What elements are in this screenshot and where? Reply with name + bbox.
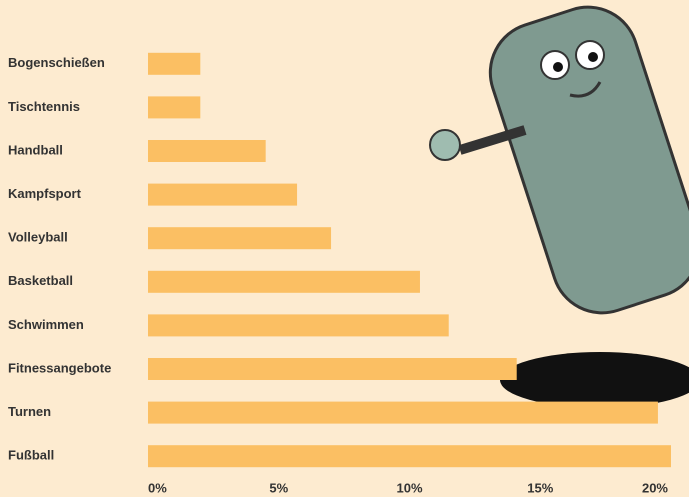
- bar: [148, 401, 658, 424]
- bar: [148, 445, 671, 468]
- arm: [458, 125, 527, 155]
- hand: [429, 129, 461, 161]
- pupil: [553, 62, 563, 72]
- y-tick-label: Handball: [8, 142, 63, 157]
- mouth: [569, 81, 602, 98]
- y-tick-label: Basketball: [8, 273, 73, 288]
- bar: [148, 183, 298, 206]
- y-tick-label: Bogenschießen: [8, 55, 105, 70]
- y-tick-label: Kampfsport: [8, 186, 82, 201]
- y-tick-label: Fußball: [8, 448, 54, 463]
- x-tick-label: 20%: [642, 480, 668, 495]
- bar: [148, 52, 201, 75]
- pupil: [588, 52, 598, 62]
- bar: [148, 140, 266, 162]
- x-tick-label: 0%: [148, 480, 167, 495]
- bar: [148, 96, 201, 119]
- x-tick-label: 15%: [527, 480, 553, 495]
- x-tick-label: 10%: [396, 480, 422, 495]
- y-tick-label: Tischtennis: [8, 99, 80, 114]
- bar: [148, 227, 332, 250]
- bar: [148, 270, 420, 293]
- y-tick-label: Volleyball: [8, 230, 68, 245]
- shadow: [500, 352, 689, 408]
- bar: [148, 314, 449, 337]
- y-tick-label: Schwimmen: [8, 317, 84, 332]
- phone-body: [488, 5, 689, 315]
- x-tick-label: 5%: [269, 480, 288, 495]
- y-tick-label: Fitnessangebote: [8, 360, 111, 375]
- y-tick-label: Turnen: [8, 404, 51, 419]
- bar: [148, 358, 517, 380]
- mascot-illustration: [429, 5, 689, 408]
